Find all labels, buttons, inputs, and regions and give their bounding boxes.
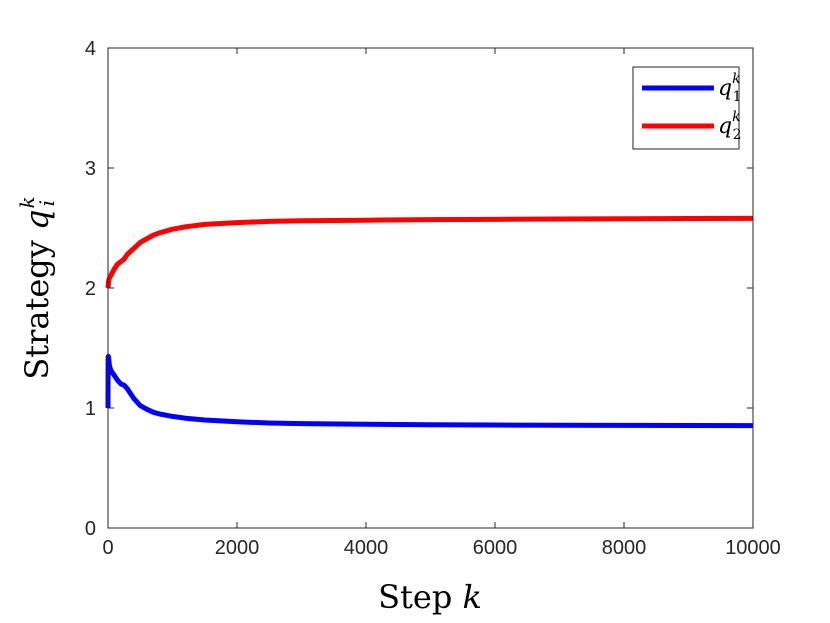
x-tick-label: 0 <box>102 537 113 559</box>
legend-box <box>632 66 740 150</box>
y-tick-label: 1 <box>85 398 96 420</box>
y-axis-title: Strategy qki <box>15 196 59 379</box>
y-tick-label: 3 <box>85 158 96 180</box>
x-tick-label: 8000 <box>602 537 647 559</box>
legend: qk 1 qk 2 <box>632 66 742 150</box>
x-tick-label: 6000 <box>473 537 518 559</box>
x-axis-title: Step k <box>378 578 482 616</box>
x-tick-label: 4000 <box>344 537 389 559</box>
y-tick-label: 2 <box>85 278 96 300</box>
x-axis-ticks: 0 2000 4000 6000 8000 10000 <box>102 48 781 559</box>
legend-label-q1: qk 1 <box>718 71 742 105</box>
legend-label-q2: qk 2 <box>718 109 742 143</box>
x-tick-label: 10000 <box>725 537 781 559</box>
x-tick-label: 2000 <box>215 537 260 559</box>
y-tick-label: 0 <box>85 518 96 540</box>
y-tick-label: 4 <box>85 38 96 60</box>
series-line-1 <box>105 353 754 429</box>
y-axis-ticks: 0 1 2 3 4 <box>85 38 753 540</box>
series-layer <box>105 215 754 429</box>
series-line-2 <box>105 215 754 289</box>
